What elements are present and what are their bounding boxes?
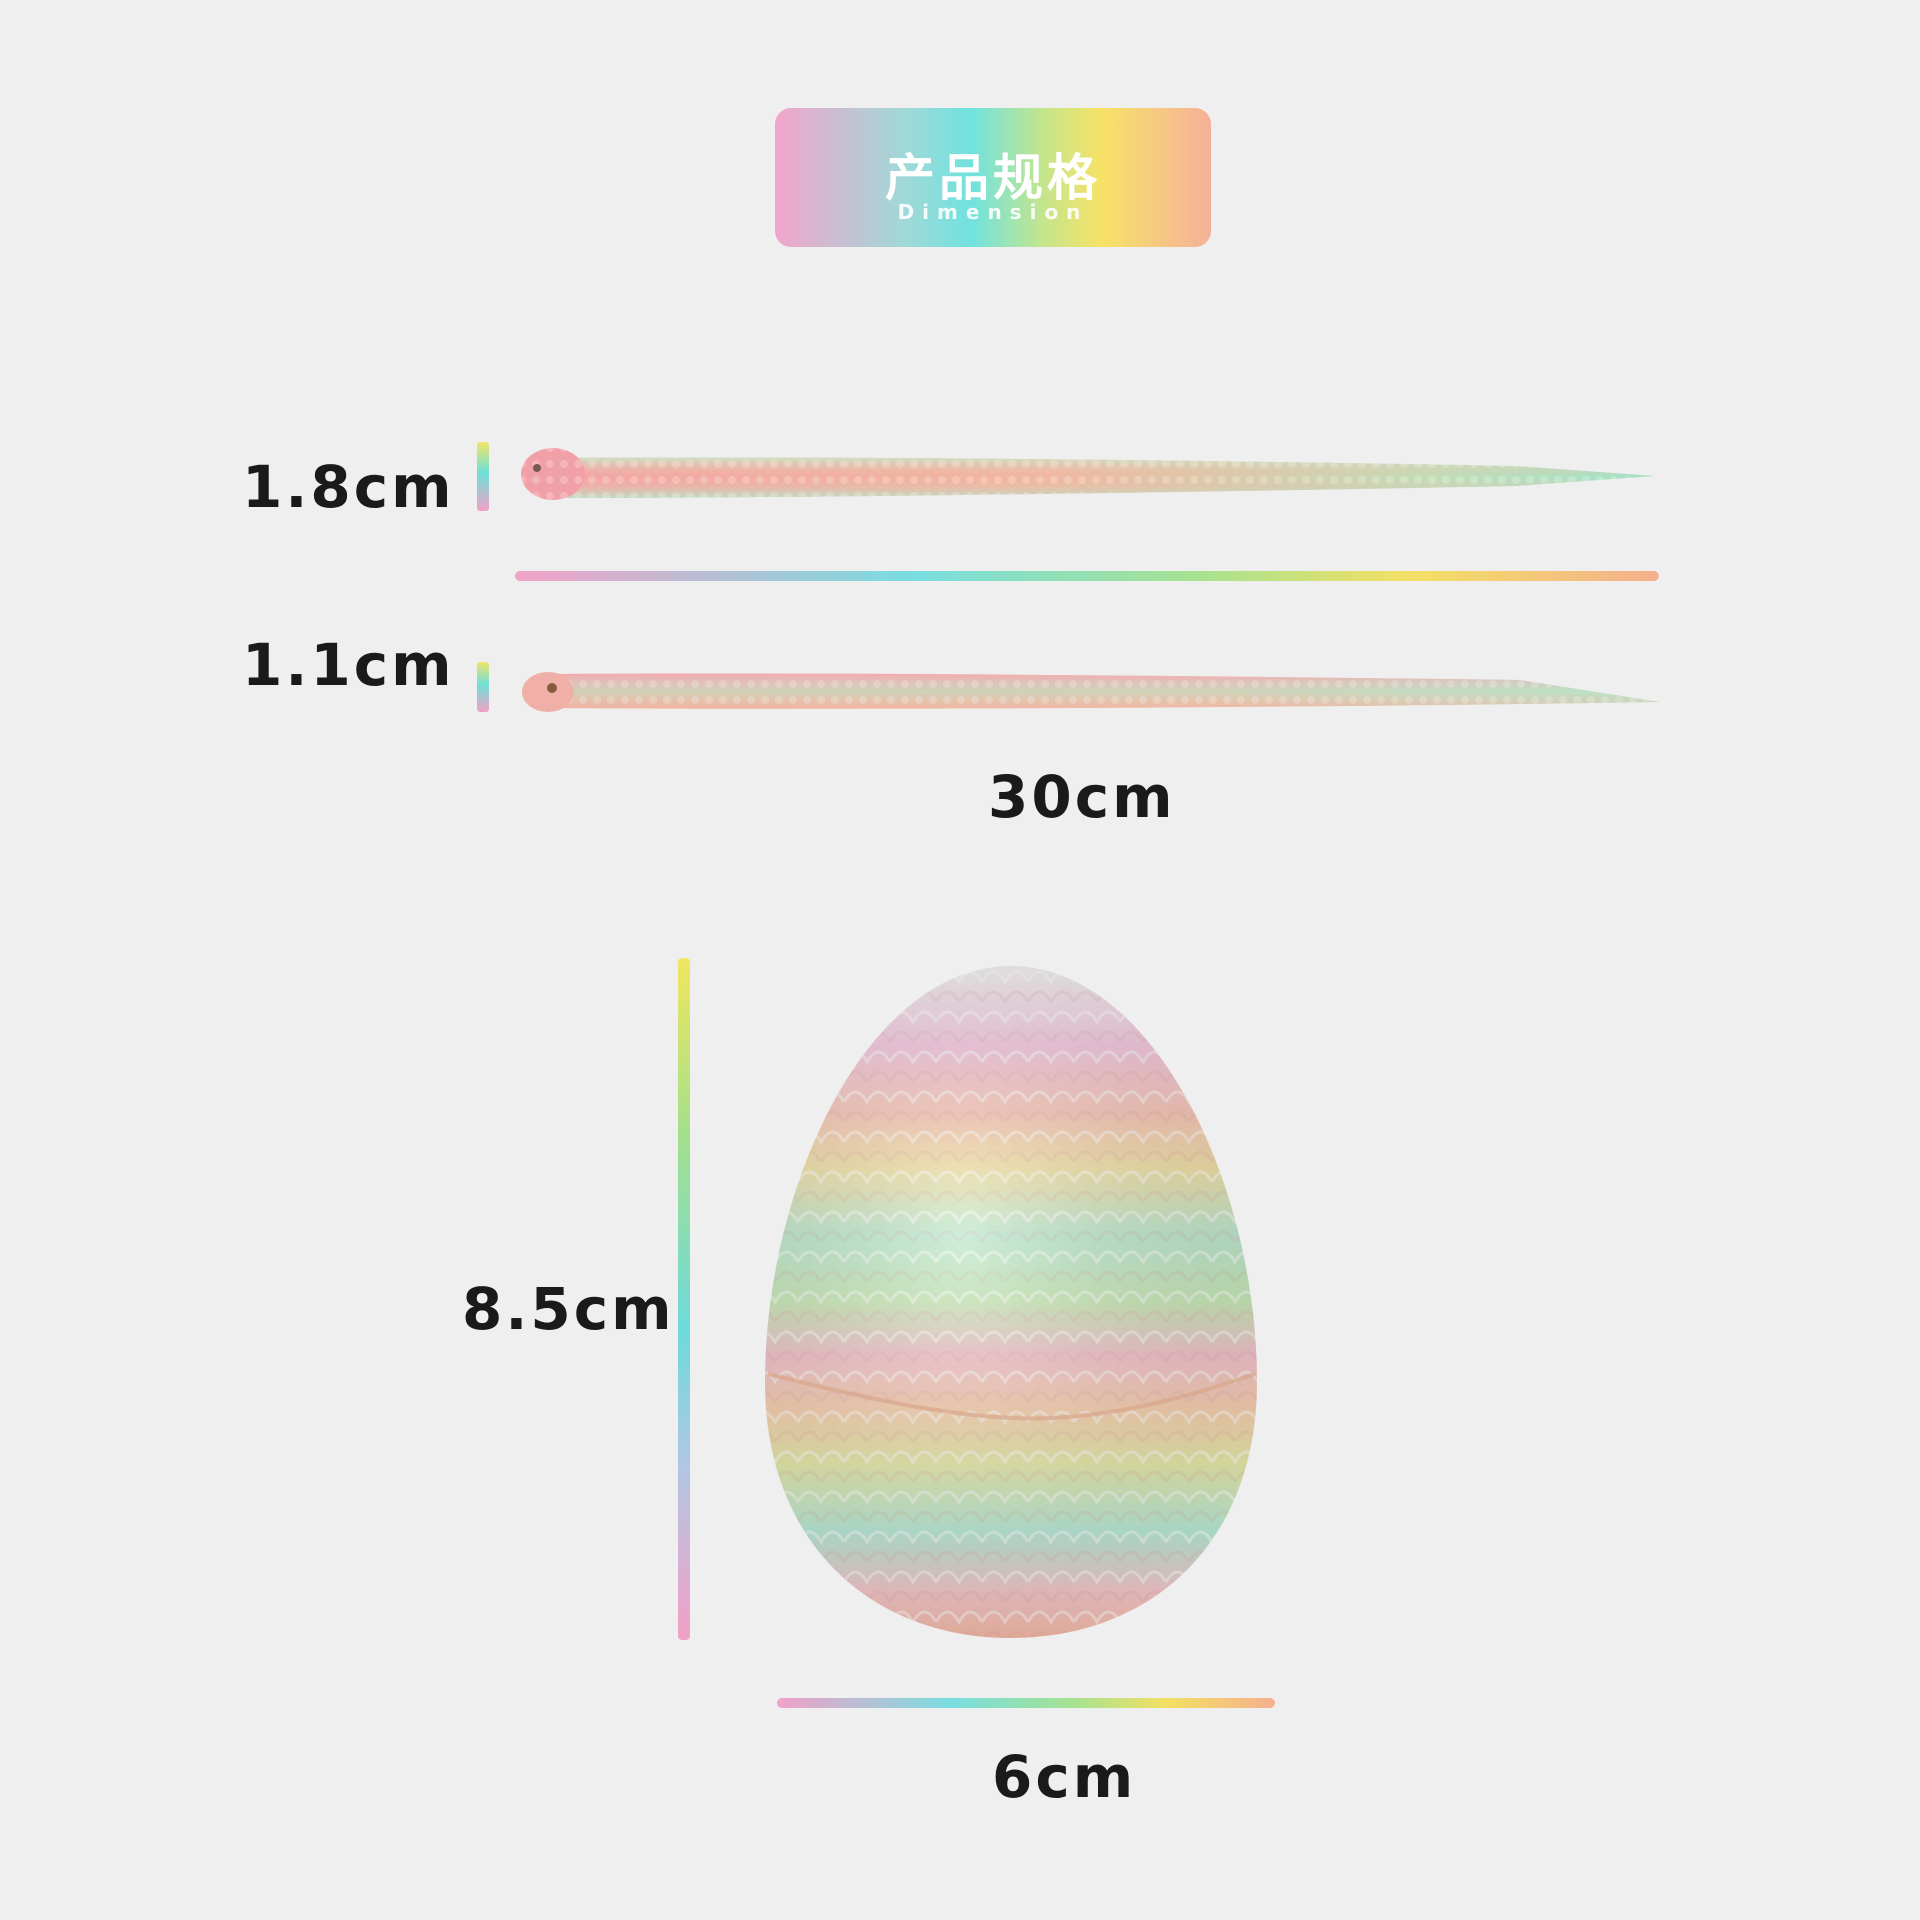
- snake-large-width-indicator: [477, 442, 489, 511]
- egg-height-indicator: [678, 958, 690, 1640]
- title-badge: 产品规格 Dimension: [775, 108, 1211, 247]
- title-english: Dimension: [897, 200, 1089, 224]
- egg-image: [765, 966, 1257, 1638]
- snake-large-width-label: 1.8cm: [242, 453, 455, 521]
- snake-length-label: 30cm: [988, 763, 1176, 831]
- egg-height-label: 8.5cm: [462, 1275, 675, 1343]
- snake-small-width-indicator: [477, 662, 489, 712]
- egg-width-label: 6cm: [992, 1743, 1137, 1811]
- snake-small-width-label: 1.1cm: [242, 631, 455, 699]
- title-chinese: 产品规格: [885, 149, 1101, 207]
- egg-width-indicator: [777, 1698, 1275, 1708]
- snake-small-image: [522, 672, 1660, 712]
- snake-length-indicator: [515, 571, 1659, 581]
- snake-large-image: [521, 448, 1655, 500]
